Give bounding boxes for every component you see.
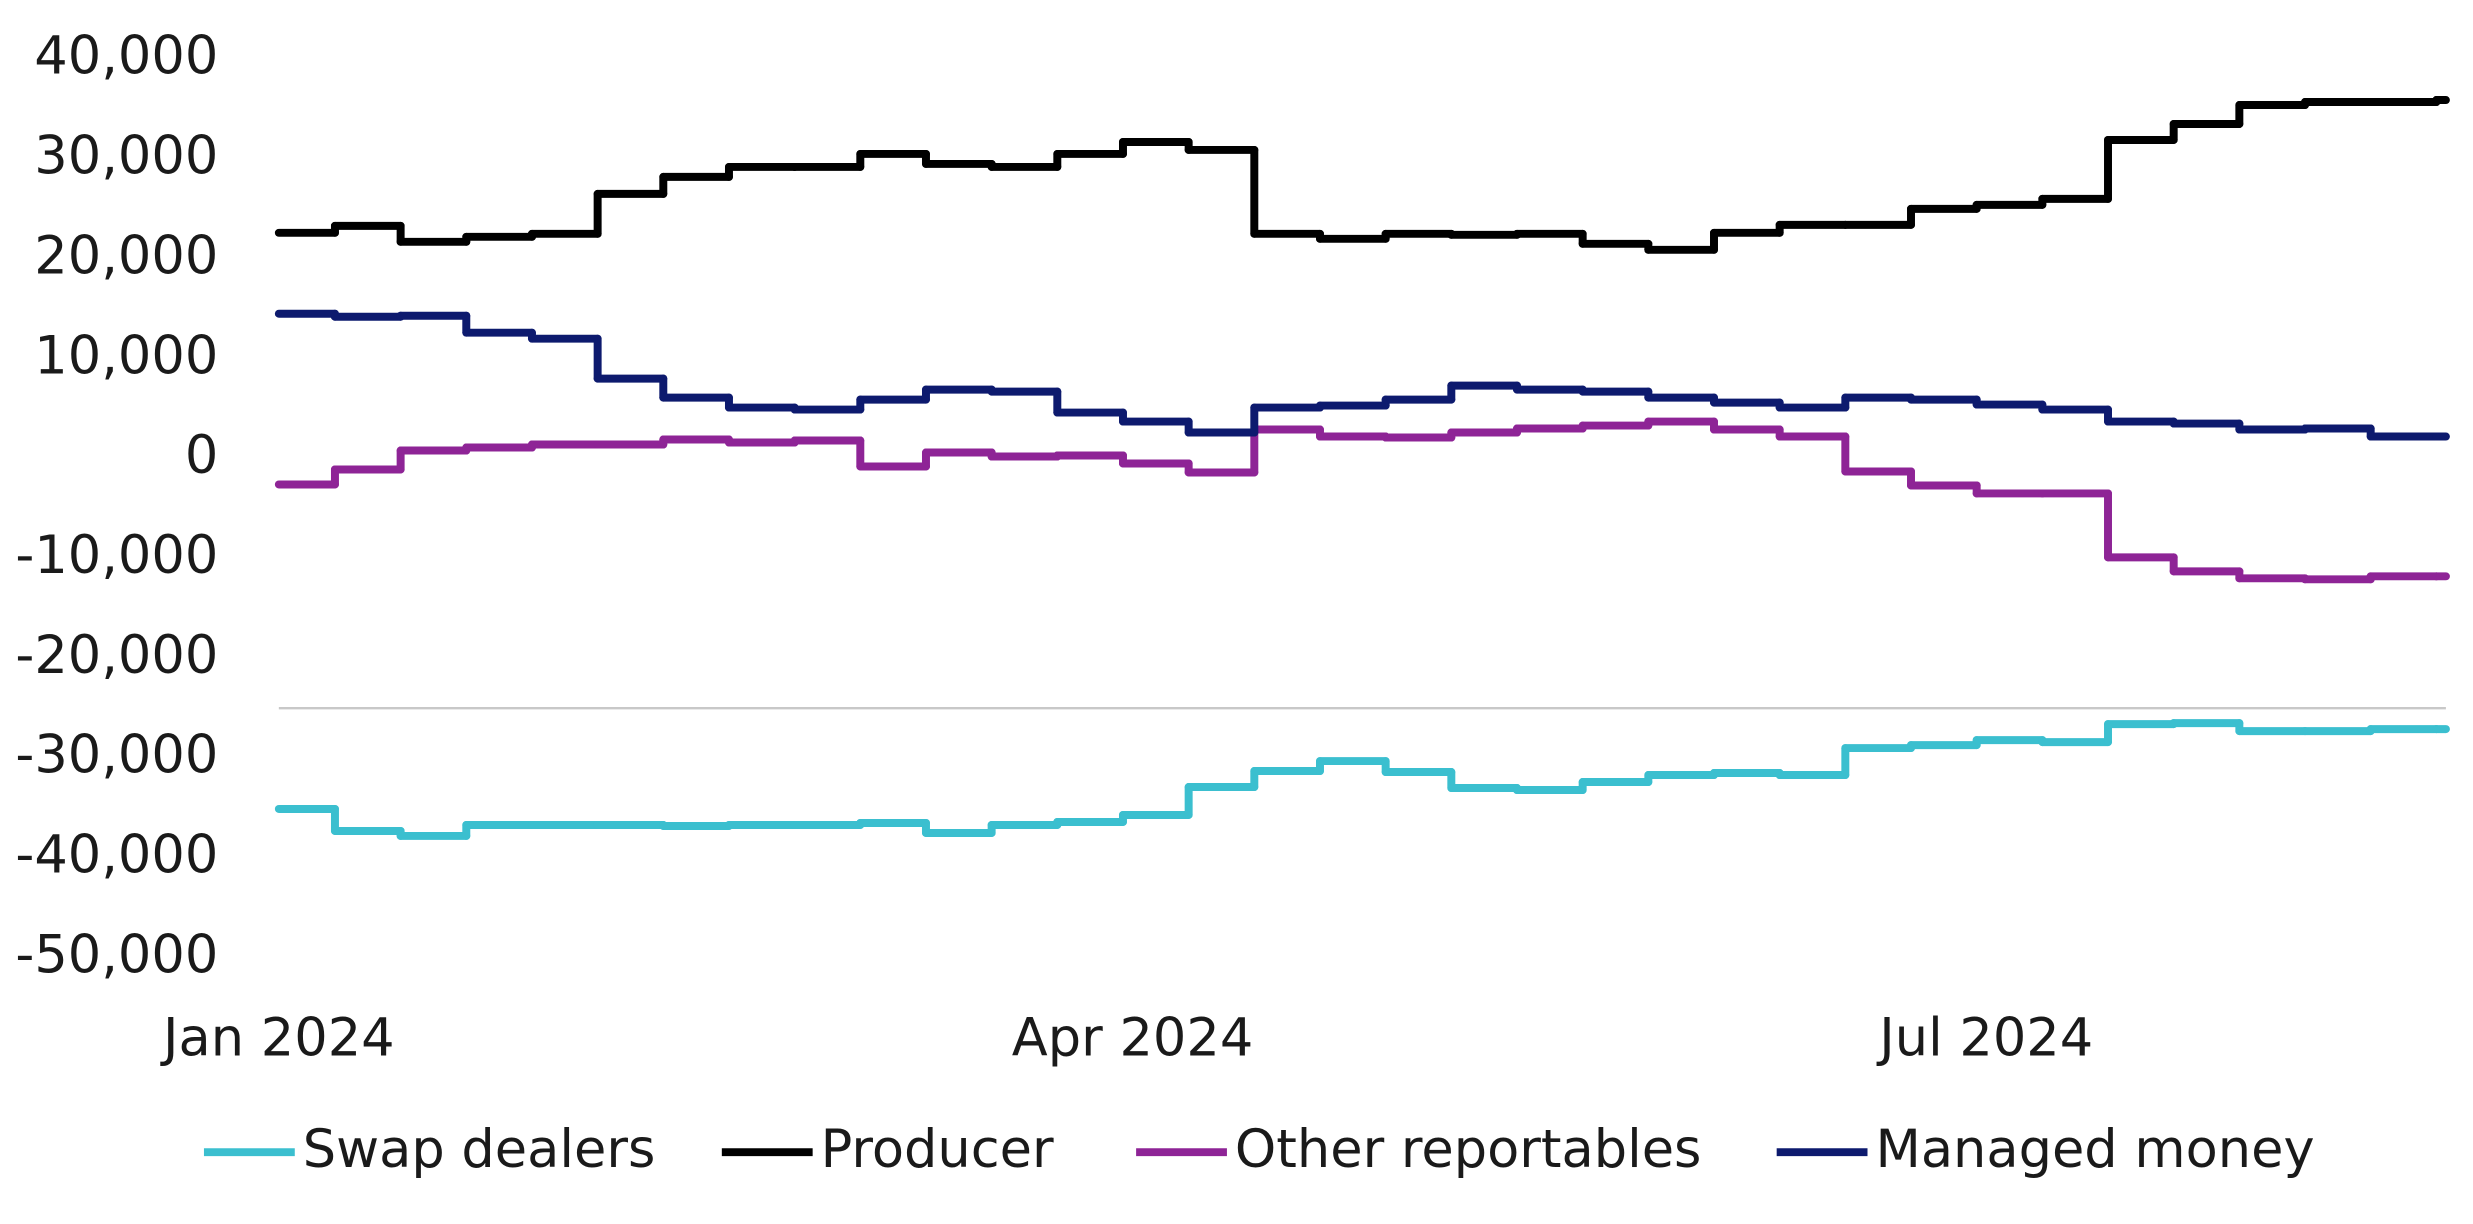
legend-label: Other reportables <box>1235 1119 1702 1180</box>
y-tick-label: -50,000 <box>15 924 218 985</box>
x-tick-label: Jul 2024 <box>1876 1007 2093 1068</box>
y-tick-label: 0 <box>185 425 218 486</box>
legend-label: Managed money <box>1875 1119 2314 1180</box>
y-tick-label: 10,000 <box>34 325 218 386</box>
y-tick-label: -10,000 <box>15 525 218 586</box>
legend-label: Swap dealers <box>303 1119 656 1180</box>
y-tick-label: 40,000 <box>34 26 218 87</box>
y-tick-label: 30,000 <box>34 126 218 187</box>
y-tick-label: 20,000 <box>34 225 218 286</box>
y-tick-label: -40,000 <box>15 825 218 886</box>
legend-label: Producer <box>821 1119 1054 1180</box>
x-tick-label: Jan 2024 <box>160 1007 395 1068</box>
y-tick-label: -30,000 <box>15 725 218 786</box>
x-tick-label: Apr 2024 <box>1012 1007 1253 1068</box>
y-tick-label: -20,000 <box>15 625 218 686</box>
